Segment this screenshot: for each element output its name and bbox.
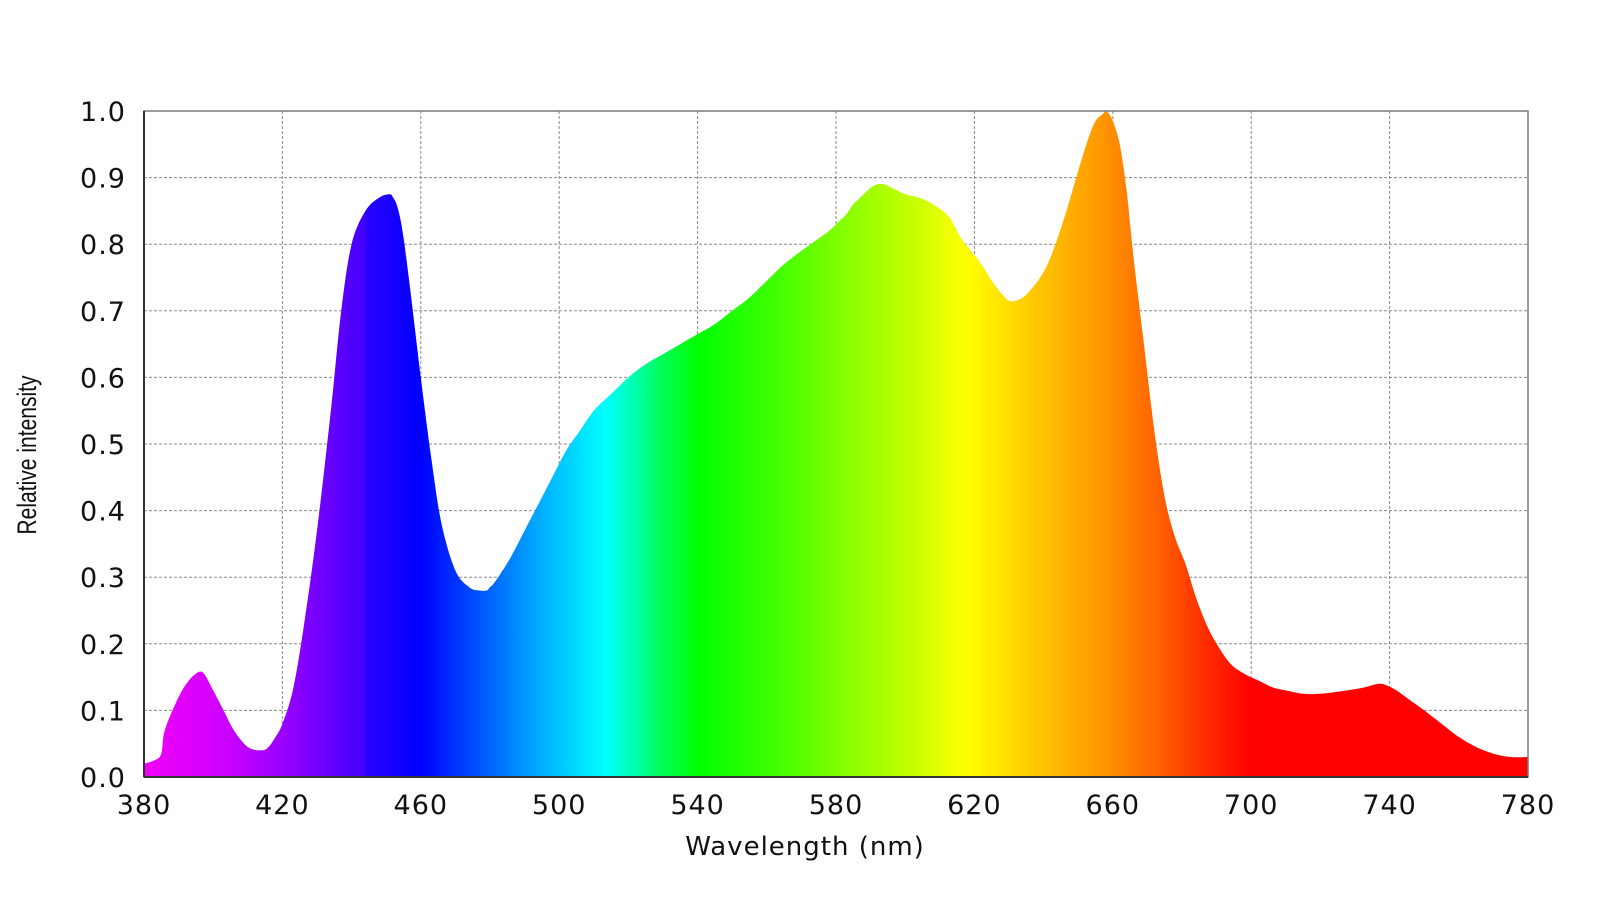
y-tick-label: 0.6 [80, 363, 126, 394]
x-tick-label: 660 [1086, 790, 1141, 821]
y-axis-title: Relative intensity [13, 375, 43, 535]
x-tick-label: 420 [255, 790, 310, 821]
x-tick-label: 700 [1224, 790, 1279, 821]
y-tick-label: 0.9 [80, 164, 126, 195]
x-tick-label: 540 [670, 790, 725, 821]
x-tick-label: 620 [947, 790, 1002, 821]
x-tick-labels: 380 420 460 500 540 580 620 660 700 740 780 [117, 790, 1556, 821]
x-axis-title: Wavelength (nm) [685, 832, 925, 862]
y-tick-label: 0.1 [80, 696, 126, 727]
x-tick-label: 380 [117, 790, 172, 821]
y-tick-label: 0.8 [80, 230, 126, 261]
x-tick-label: 580 [809, 790, 864, 821]
y-tick-labels: 0.0 0.1 0.2 0.3 0.4 0.5 0.6 0.7 0.8 0.9 1.0 [80, 97, 126, 794]
y-tick-label: 1.0 [80, 97, 126, 128]
spectrum-area [144, 111, 1528, 777]
y-tick-label: 0.2 [80, 630, 126, 661]
x-tick-label: 460 [394, 790, 449, 821]
x-tick-label: 500 [532, 790, 587, 821]
y-tick-label: 0.0 [80, 763, 126, 794]
x-tick-label: 740 [1362, 790, 1417, 821]
y-tick-label: 0.5 [80, 430, 126, 461]
y-tick-label: 0.3 [80, 563, 126, 594]
y-tick-label: 0.7 [80, 297, 126, 328]
x-tick-label: 780 [1501, 790, 1556, 821]
y-tick-label: 0.4 [80, 497, 126, 528]
